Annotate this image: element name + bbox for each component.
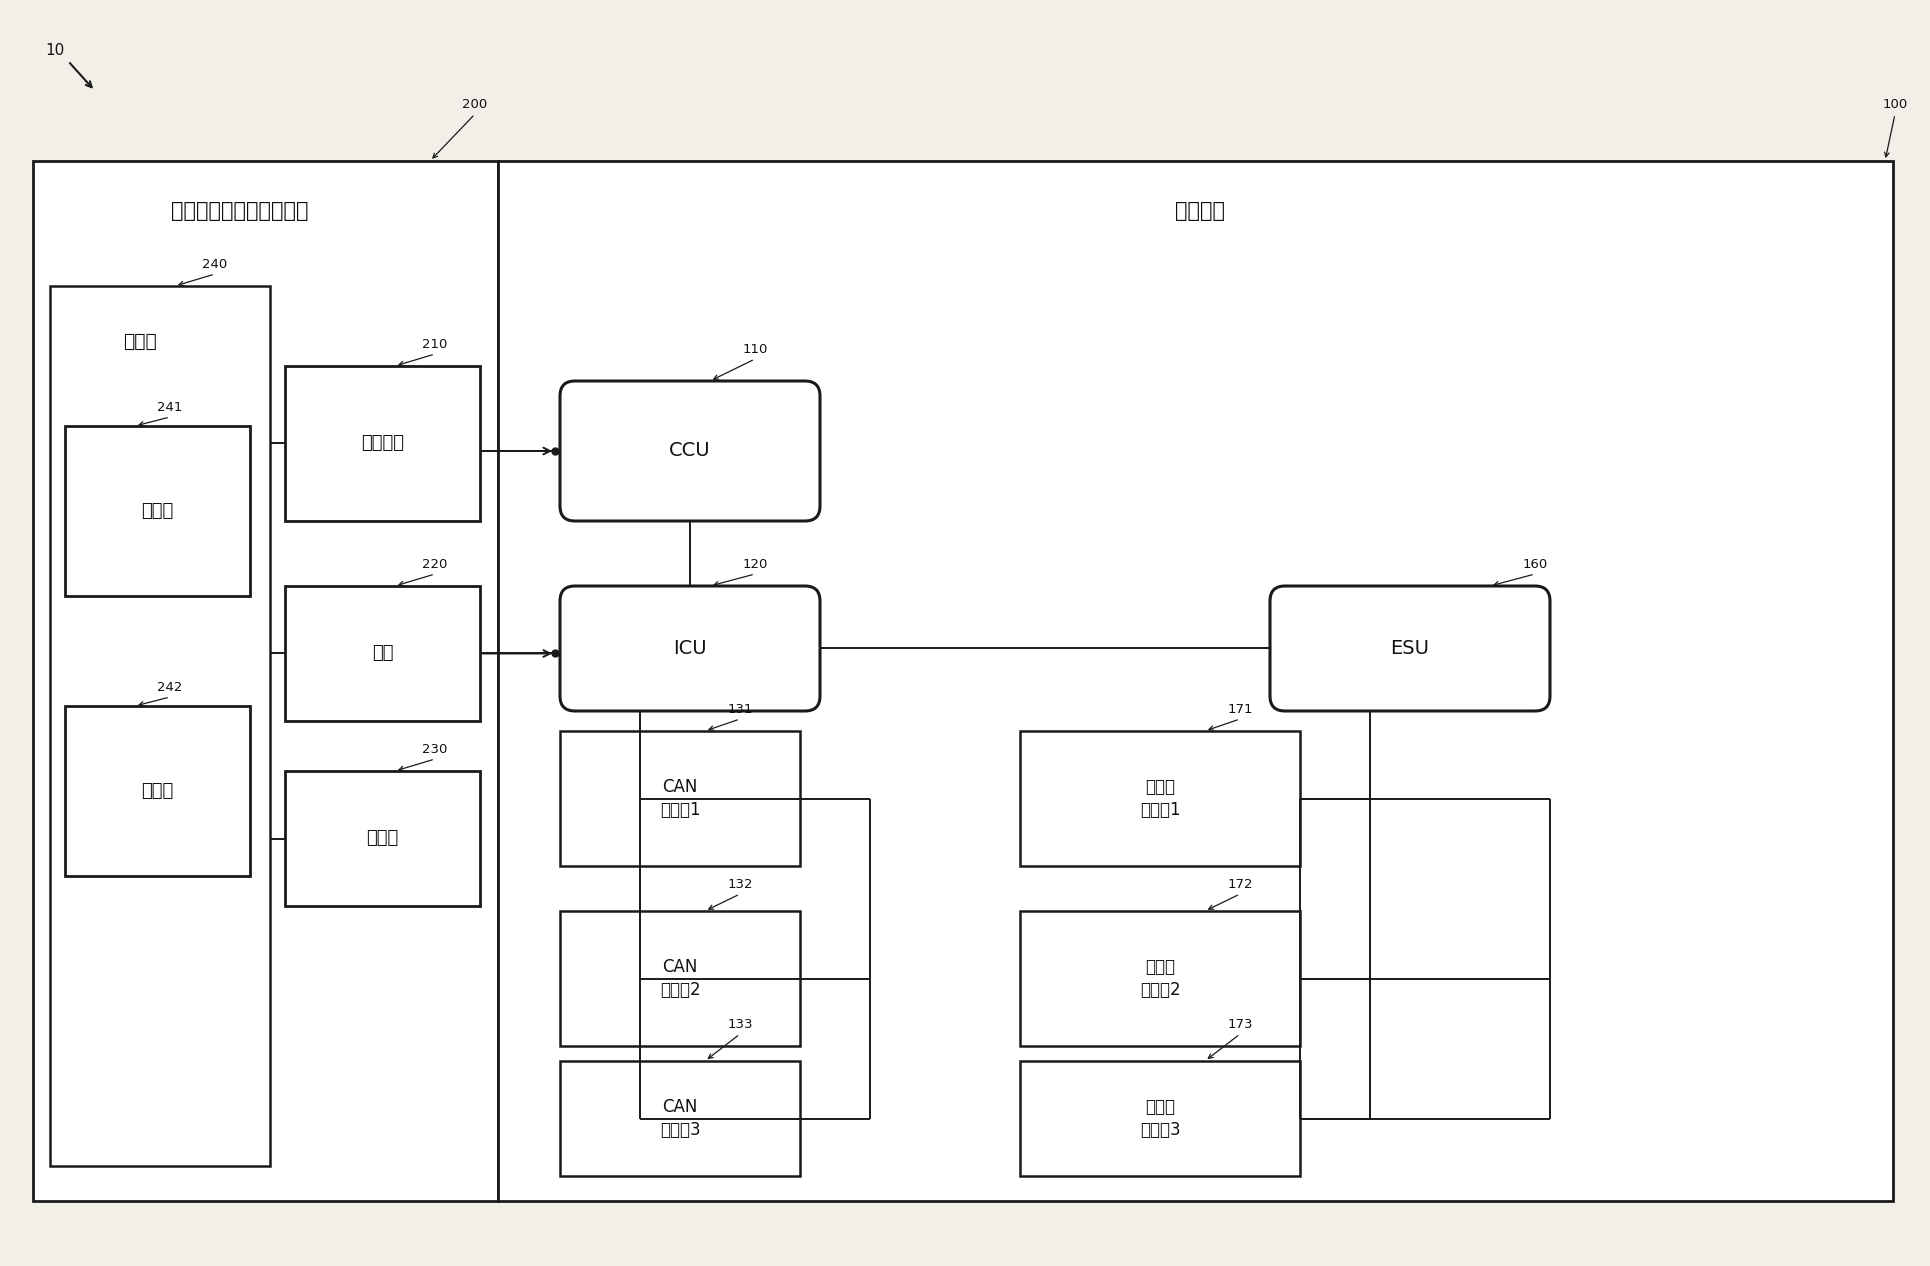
Text: 存储器: 存储器 — [141, 503, 174, 520]
Bar — [1019, 730, 1301, 866]
Text: 120: 120 — [743, 558, 768, 571]
Bar — [33, 161, 498, 1201]
Bar — [560, 912, 801, 1046]
Bar — [66, 425, 251, 596]
Text: 240: 240 — [203, 258, 228, 271]
Text: 电源: 电源 — [372, 644, 394, 662]
Bar — [50, 286, 270, 1166]
Text: 210: 210 — [423, 338, 448, 351]
Text: 处理器: 处理器 — [141, 782, 174, 800]
Text: 以太网
控制器3: 以太网 控制器3 — [1141, 1098, 1181, 1139]
Bar — [1019, 912, 1301, 1046]
Bar — [286, 771, 481, 906]
Text: 110: 110 — [743, 343, 768, 356]
Bar — [66, 706, 251, 876]
Text: 241: 241 — [158, 401, 183, 414]
Text: 131: 131 — [728, 703, 753, 717]
FancyBboxPatch shape — [560, 586, 820, 711]
Text: 220: 220 — [423, 558, 448, 571]
Text: CCU: CCU — [670, 442, 710, 461]
Text: 通信接口: 通信接口 — [361, 434, 403, 452]
Text: 100: 100 — [1882, 97, 1907, 111]
Bar — [560, 730, 801, 866]
Text: ICU: ICU — [674, 639, 706, 658]
Text: CAN
控制器3: CAN 控制器3 — [660, 1098, 701, 1139]
FancyBboxPatch shape — [1270, 586, 1550, 711]
Text: CAN
控制器2: CAN 控制器2 — [660, 957, 701, 999]
Bar — [286, 366, 481, 522]
Text: 171: 171 — [1227, 703, 1253, 717]
Text: ESU: ESU — [1390, 639, 1430, 658]
Text: 132: 132 — [728, 879, 753, 891]
Text: 车辆系统: 车辆系统 — [1175, 201, 1226, 222]
Text: 230: 230 — [423, 743, 448, 756]
Text: 10: 10 — [44, 43, 64, 58]
Text: 电子系统集成的验证装置: 电子系统集成的验证装置 — [172, 201, 309, 222]
Text: CAN
控制器1: CAN 控制器1 — [660, 777, 701, 819]
Bar — [286, 586, 481, 722]
Text: 200: 200 — [463, 97, 488, 111]
Text: 133: 133 — [728, 1018, 753, 1031]
Bar — [560, 1061, 801, 1176]
Bar — [498, 161, 1893, 1201]
Text: 173: 173 — [1227, 1018, 1253, 1031]
Text: 160: 160 — [1523, 558, 1548, 571]
FancyBboxPatch shape — [560, 381, 820, 522]
Text: 242: 242 — [158, 681, 183, 694]
Text: 显示器: 显示器 — [367, 829, 400, 847]
Bar — [1019, 1061, 1301, 1176]
Text: 以太网
控制器2: 以太网 控制器2 — [1141, 957, 1181, 999]
Text: 172: 172 — [1227, 879, 1253, 891]
Text: 控制器: 控制器 — [124, 332, 156, 351]
Text: 以太网
控制器1: 以太网 控制器1 — [1141, 777, 1181, 819]
